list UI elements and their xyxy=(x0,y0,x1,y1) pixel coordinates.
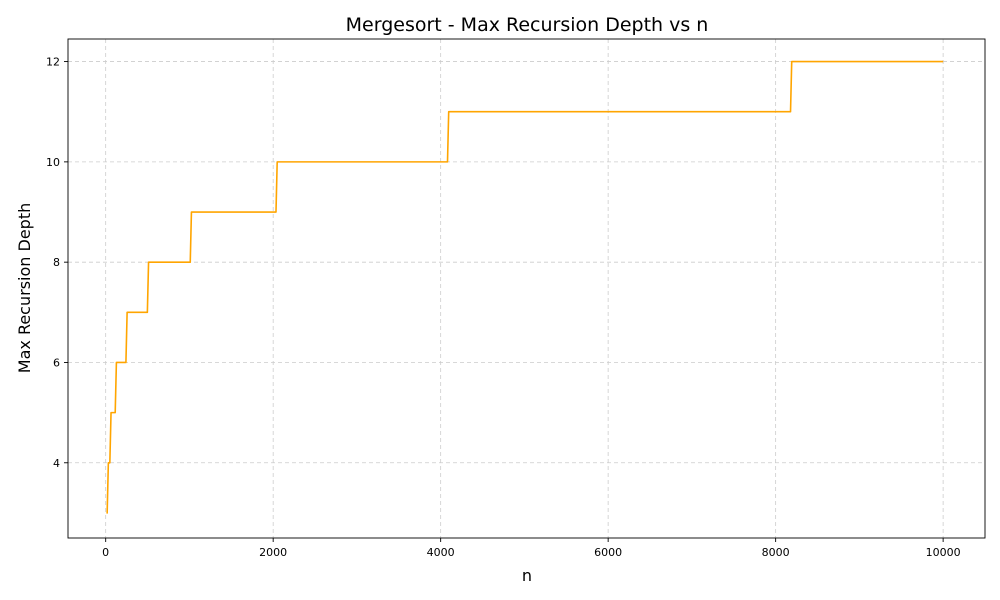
x-tick-label: 4000 xyxy=(427,546,455,559)
chart-title: Mergesort - Max Recursion Depth vs n xyxy=(346,14,709,36)
series-line-0 xyxy=(106,60,944,514)
x-tick-label: 2000 xyxy=(259,546,287,559)
y-tick-label: 6 xyxy=(53,356,60,369)
y-tick-label: 10 xyxy=(46,156,60,169)
x-axis: 0 2000 4000 6000 8000 10000 xyxy=(102,538,961,559)
x-tick-label: 6000 xyxy=(594,546,622,559)
y-tick-label: 12 xyxy=(46,56,60,69)
y-tick-label: 8 xyxy=(53,256,60,269)
y-axis: 4 6 8 10 12 xyxy=(46,56,68,470)
x-tick-label: 10000 xyxy=(926,546,961,559)
x-axis-title: n xyxy=(522,566,532,585)
y-axis-title: Max Recursion Depth xyxy=(15,203,34,373)
grid-layer xyxy=(68,39,985,538)
y-tick-label: 4 xyxy=(53,457,60,470)
x-tick-label: 0 xyxy=(102,546,109,559)
plot-frame xyxy=(67,38,986,539)
x-tick-label: 8000 xyxy=(762,546,790,559)
series-layer xyxy=(106,60,944,514)
